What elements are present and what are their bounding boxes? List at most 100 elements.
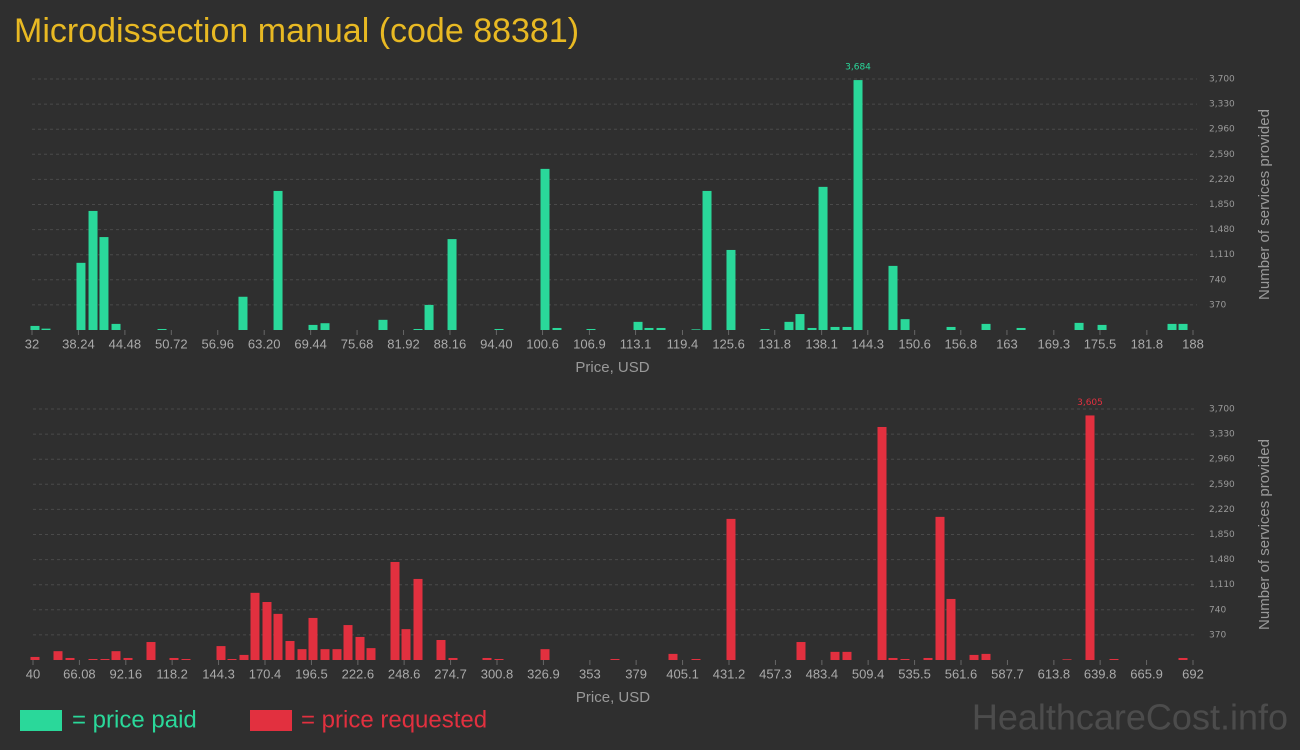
x-tick-label: 50.72 xyxy=(155,336,188,351)
x-tick-label: 113.1 xyxy=(620,336,652,351)
bar xyxy=(238,296,248,330)
x-tick-label: 144.3 xyxy=(202,666,235,681)
x-tick-label: 222.6 xyxy=(342,666,375,681)
bar xyxy=(123,657,133,660)
y-tick-label: 3,700 xyxy=(1209,75,1235,85)
bar xyxy=(726,518,736,660)
bar xyxy=(1016,327,1026,330)
bar xyxy=(784,321,794,330)
bar xyxy=(413,328,423,330)
bar xyxy=(343,625,353,660)
bar xyxy=(691,329,701,330)
x-tick-label: 196.5 xyxy=(295,666,328,681)
bar xyxy=(424,304,434,330)
y-axis-label: Number of services provided xyxy=(1256,439,1273,630)
legend-swatch xyxy=(250,710,292,731)
y-tick-label: 2,590 xyxy=(1209,480,1235,490)
x-tick-label: 169.3 xyxy=(1038,336,1071,351)
x-tick-label: 175.5 xyxy=(1084,336,1117,351)
y-tick-label: 3,330 xyxy=(1209,100,1235,110)
y-tick-label: 1,110 xyxy=(1209,580,1235,590)
bar xyxy=(935,516,945,660)
bar xyxy=(552,327,562,330)
x-tick-label: 94.40 xyxy=(480,336,513,351)
bar xyxy=(1167,323,1177,330)
y-tick-label: 740 xyxy=(1209,605,1226,615)
data-label: 3,684 xyxy=(845,63,871,73)
bar xyxy=(447,239,457,330)
bar xyxy=(273,190,283,330)
bar xyxy=(76,262,86,330)
legend-label: = price paid xyxy=(72,706,197,733)
bar xyxy=(157,328,167,330)
x-tick-label: 561.6 xyxy=(945,666,978,681)
bar xyxy=(1178,323,1188,330)
bar xyxy=(981,653,991,660)
bar xyxy=(111,323,121,330)
x-tick-label: 509.4 xyxy=(852,666,885,681)
x-tick-label: 100.6 xyxy=(526,336,559,351)
x-tick-label: 144.3 xyxy=(851,336,884,351)
x-tick-label: 125.6 xyxy=(712,336,745,351)
bar xyxy=(88,210,98,330)
bar xyxy=(273,613,283,660)
x-tick-label: 66.08 xyxy=(63,666,96,681)
bar xyxy=(239,654,249,660)
bar xyxy=(366,648,376,660)
x-axis-label: Price, USD xyxy=(576,689,650,706)
x-tick-label: 613.8 xyxy=(1038,666,1071,681)
x-tick-label: 106.9 xyxy=(573,336,606,351)
bar xyxy=(436,639,446,660)
bar xyxy=(830,651,840,660)
bar xyxy=(610,658,620,660)
y-tick-label: 1,110 xyxy=(1209,250,1235,260)
x-tick-label: 181.8 xyxy=(1131,336,1164,351)
y-tick-label: 2,220 xyxy=(1209,175,1235,185)
bar xyxy=(900,658,910,660)
bar xyxy=(181,658,191,660)
bar xyxy=(702,190,712,330)
bar xyxy=(796,642,806,660)
y-tick-label: 1,480 xyxy=(1209,225,1235,235)
x-tick-label: 535.5 xyxy=(898,666,931,681)
chart-title: Microdissection manual (code 88381) xyxy=(14,12,579,50)
y-tick-label: 2,590 xyxy=(1209,150,1235,160)
bar xyxy=(88,658,98,660)
bar xyxy=(946,598,956,660)
x-tick-label: 163 xyxy=(996,336,1018,351)
bar xyxy=(448,657,458,660)
x-tick-label: 587.7 xyxy=(991,666,1024,681)
x-tick-label: 92.16 xyxy=(110,666,143,681)
bar xyxy=(401,629,411,660)
bar xyxy=(540,168,550,330)
x-tick-label: 692 xyxy=(1182,666,1204,681)
bar xyxy=(262,601,272,660)
bar xyxy=(482,657,492,660)
bar xyxy=(297,649,307,660)
bar xyxy=(633,321,643,330)
bar xyxy=(65,657,75,660)
x-tick-label: 353 xyxy=(579,666,601,681)
x-tick-label: 274.7 xyxy=(434,666,467,681)
y-tick-label: 2,960 xyxy=(1209,125,1235,135)
bar xyxy=(795,314,805,330)
bar xyxy=(818,186,828,330)
y-tick-label: 1,850 xyxy=(1209,530,1235,540)
bar xyxy=(923,657,933,660)
bar xyxy=(355,636,365,660)
bar xyxy=(494,328,504,330)
x-tick-label: 665.9 xyxy=(1130,666,1163,681)
legend-label: = price requested xyxy=(301,706,487,733)
x-tick-label: 44.48 xyxy=(109,336,142,351)
bar xyxy=(760,328,770,330)
bar xyxy=(842,326,852,330)
bar xyxy=(1074,322,1084,330)
bar xyxy=(227,658,237,660)
x-tick-label: 483.4 xyxy=(806,666,839,681)
x-tick-label: 88.16 xyxy=(434,336,467,351)
bar xyxy=(250,592,260,660)
legend-swatch xyxy=(20,710,62,731)
y-tick-label: 370 xyxy=(1209,630,1226,640)
